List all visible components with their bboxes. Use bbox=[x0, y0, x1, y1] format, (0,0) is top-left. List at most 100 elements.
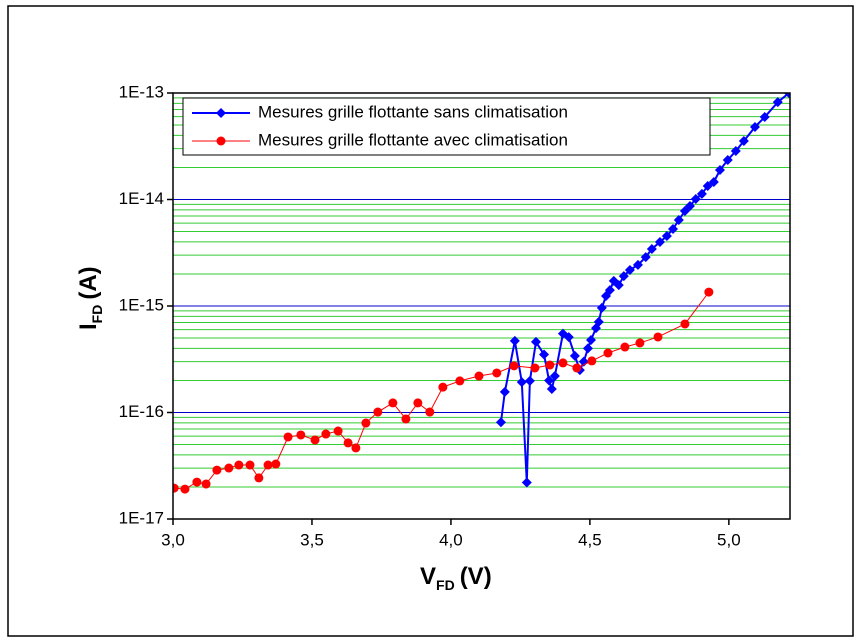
marker bbox=[539, 349, 550, 360]
marker bbox=[425, 407, 435, 417]
y-tick-label: 1E-17 bbox=[119, 508, 164, 527]
marker bbox=[722, 154, 733, 165]
marker bbox=[492, 368, 502, 378]
marker bbox=[283, 432, 293, 442]
marker bbox=[310, 435, 320, 445]
marker bbox=[558, 358, 568, 368]
marker bbox=[192, 477, 202, 487]
marker bbox=[271, 459, 281, 469]
marker bbox=[618, 271, 629, 282]
marker bbox=[653, 332, 663, 342]
marker bbox=[413, 398, 423, 408]
marker bbox=[530, 363, 540, 373]
x-axis-label: VFD (V) bbox=[420, 563, 492, 592]
marker bbox=[646, 243, 657, 254]
marker bbox=[640, 252, 651, 263]
marker bbox=[708, 176, 719, 187]
legend-marker bbox=[216, 108, 226, 118]
marker bbox=[201, 479, 211, 489]
marker bbox=[343, 438, 353, 448]
legend-label: Mesures grille flottante avec climatisat… bbox=[258, 130, 568, 149]
marker bbox=[549, 371, 560, 382]
marker bbox=[224, 463, 234, 473]
y-tick-label: 1E-13 bbox=[119, 82, 164, 101]
marker bbox=[738, 136, 749, 147]
marker bbox=[603, 348, 613, 358]
marker bbox=[702, 180, 713, 191]
marker bbox=[749, 121, 760, 132]
marker bbox=[524, 375, 535, 386]
marker bbox=[783, 93, 790, 98]
marker bbox=[679, 205, 690, 216]
marker bbox=[180, 484, 190, 494]
marker bbox=[587, 356, 597, 366]
marker bbox=[667, 224, 678, 235]
marker bbox=[455, 376, 465, 386]
legend-marker bbox=[216, 136, 226, 146]
marker bbox=[690, 194, 701, 205]
x-tick-label: 4,0 bbox=[439, 530, 463, 549]
marker bbox=[373, 407, 383, 417]
marker bbox=[545, 360, 555, 370]
marker bbox=[661, 231, 672, 242]
marker bbox=[516, 377, 527, 388]
marker bbox=[245, 460, 255, 470]
marker bbox=[509, 361, 519, 371]
marker bbox=[254, 473, 264, 483]
marker bbox=[544, 375, 555, 386]
marker bbox=[495, 417, 506, 428]
marker bbox=[704, 287, 714, 297]
marker bbox=[530, 336, 541, 347]
marker bbox=[593, 316, 604, 327]
marker bbox=[680, 319, 690, 329]
marker bbox=[772, 97, 783, 108]
marker bbox=[563, 332, 574, 343]
legend-box bbox=[182, 97, 711, 156]
marker bbox=[401, 414, 411, 424]
marker bbox=[474, 371, 484, 381]
marker bbox=[388, 398, 398, 408]
marker bbox=[569, 350, 580, 361]
marker bbox=[499, 386, 510, 397]
marker bbox=[620, 342, 630, 352]
marker bbox=[546, 384, 557, 395]
marker bbox=[296, 430, 306, 440]
marker bbox=[696, 188, 707, 199]
marker bbox=[521, 477, 532, 488]
y-axis-label: IFD(A) bbox=[75, 266, 104, 330]
x-tick-label: 5,0 bbox=[717, 530, 741, 549]
marker bbox=[632, 259, 643, 270]
marker bbox=[578, 356, 589, 367]
marker bbox=[759, 112, 770, 123]
marker bbox=[438, 382, 448, 392]
x-tick-label: 3,0 bbox=[161, 530, 185, 549]
x-tick-label: 3,5 bbox=[300, 530, 324, 549]
legend-label: Mesures grille flottante sans climatisat… bbox=[258, 102, 568, 121]
marker bbox=[596, 302, 607, 313]
marker bbox=[604, 285, 615, 296]
series-line bbox=[174, 291, 710, 490]
marker bbox=[635, 338, 645, 348]
marker bbox=[333, 426, 343, 436]
marker bbox=[509, 335, 520, 346]
y-tick-label: 1E-15 bbox=[119, 295, 164, 314]
marker bbox=[673, 214, 684, 225]
marker bbox=[613, 280, 624, 291]
marker bbox=[173, 483, 179, 493]
marker bbox=[234, 460, 244, 470]
marker bbox=[361, 418, 371, 428]
marker bbox=[654, 236, 665, 247]
marker bbox=[582, 343, 593, 354]
marker bbox=[684, 200, 695, 211]
marker bbox=[714, 165, 725, 176]
marker bbox=[351, 443, 361, 453]
marker bbox=[586, 334, 597, 345]
marker bbox=[730, 146, 741, 157]
y-tick-label: 1E-16 bbox=[119, 402, 164, 421]
marker bbox=[212, 465, 222, 475]
marker bbox=[321, 429, 331, 439]
marker bbox=[263, 460, 273, 470]
marker bbox=[624, 264, 635, 275]
x-tick-label: 4,5 bbox=[578, 530, 602, 549]
